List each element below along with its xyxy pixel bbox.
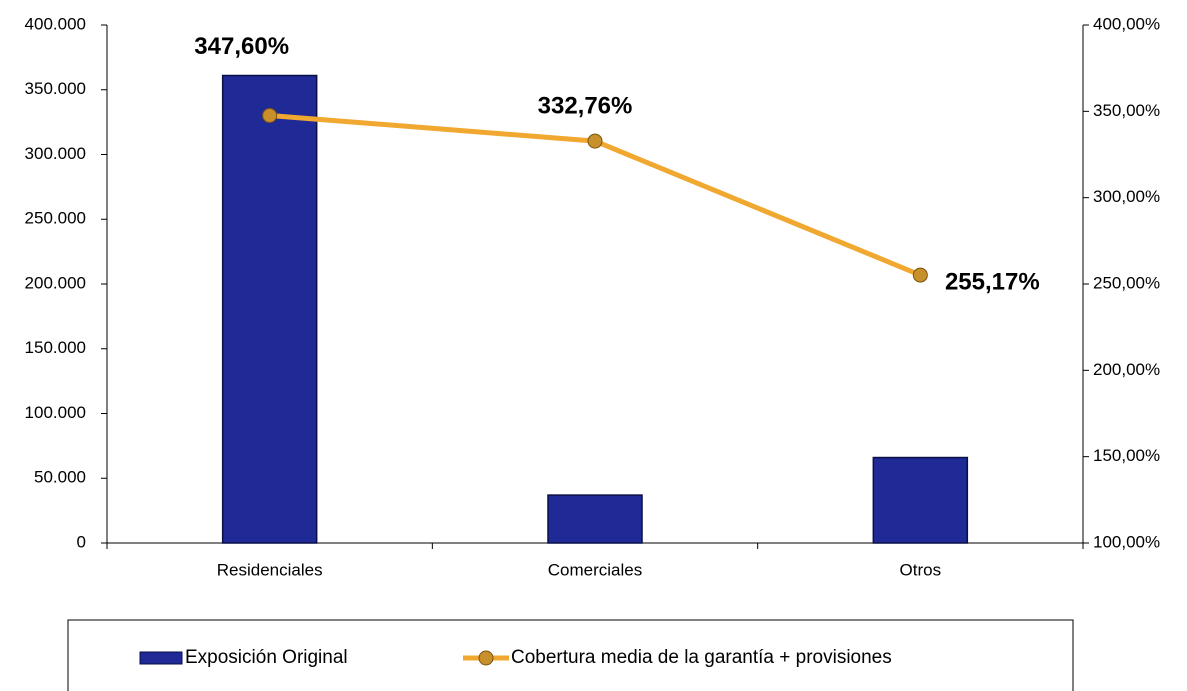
bar — [547, 494, 643, 544]
y-tick-label: 400.000 — [25, 14, 86, 33]
legend-marker — [478, 650, 494, 666]
legend-label: Exposición Original — [185, 647, 348, 668]
y2-tick-label: 300,00% — [1093, 187, 1160, 206]
y-tick-label: 200.000 — [25, 273, 86, 292]
y-tick-label: 100.000 — [25, 403, 86, 422]
y2-tick-label: 250,00% — [1093, 273, 1160, 292]
y2-tick-label: 200,00% — [1093, 360, 1160, 379]
y2-tick-label: 400,00% — [1093, 14, 1160, 33]
x-tick-label: Otros — [900, 560, 942, 579]
data-label: 332,76% — [538, 92, 633, 119]
x-tick-label: Residenciales — [217, 560, 323, 579]
y-tick-label: 250.000 — [25, 209, 86, 228]
y-tick-label: 300.000 — [25, 144, 86, 163]
data-label: 255,17% — [945, 268, 1040, 295]
data-label: 347,60% — [194, 33, 289, 60]
marker — [912, 267, 928, 283]
marker — [262, 107, 278, 123]
y-tick-label: 0 — [77, 532, 86, 551]
bar — [221, 74, 318, 544]
legend-swatch — [139, 651, 183, 665]
x-tick-label: Comerciales — [548, 560, 642, 579]
y-tick-label: 50.000 — [34, 468, 86, 487]
y2-tick-label: 150,00% — [1093, 446, 1160, 465]
marker — [587, 133, 603, 149]
legend-box — [67, 619, 1074, 691]
y-tick-label: 150.000 — [25, 338, 86, 357]
y-tick-label: 350.000 — [25, 79, 86, 98]
y2-tick-label: 100,00% — [1093, 532, 1160, 551]
legend-label: Cobertura media de la garantía + provisi… — [511, 647, 892, 668]
y2-tick-label: 350,00% — [1093, 101, 1160, 120]
bar — [872, 456, 969, 544]
